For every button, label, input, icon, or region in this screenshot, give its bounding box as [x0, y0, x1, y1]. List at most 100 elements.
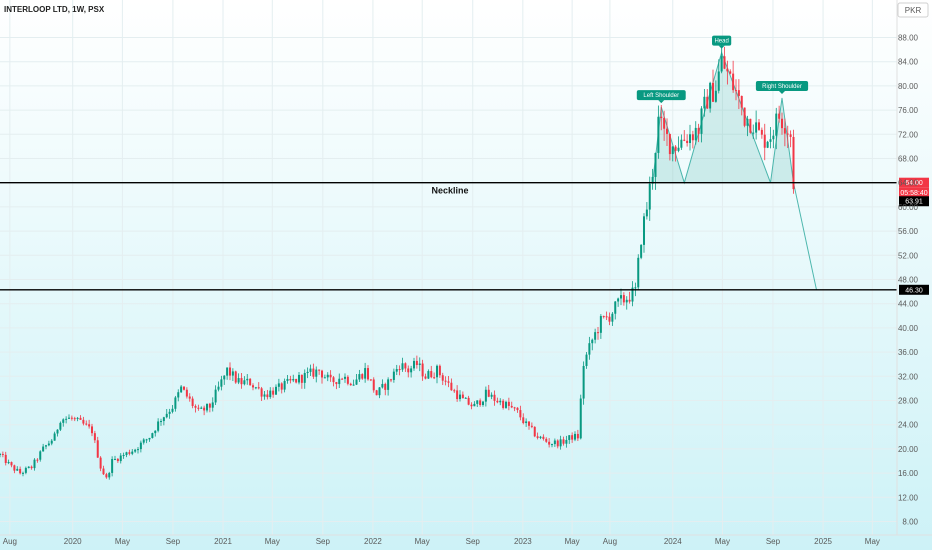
- pattern-outline: [652, 51, 817, 290]
- candle-body: [401, 363, 404, 370]
- candle-body: [487, 389, 490, 397]
- x-tick-label: 2022: [364, 537, 382, 546]
- candle-body: [346, 376, 349, 384]
- candle-body: [372, 379, 375, 391]
- candle-body: [542, 436, 545, 439]
- candle-body: [343, 376, 347, 379]
- candle-body: [642, 216, 646, 245]
- candle-body: [375, 390, 378, 396]
- candle-body: [732, 73, 735, 91]
- candle-body: [677, 147, 680, 151]
- candle-body: [565, 439, 568, 444]
- candle-body: [490, 394, 493, 397]
- candle-body: [56, 429, 59, 434]
- candle-body: [645, 209, 648, 217]
- candle-body: [550, 444, 554, 446]
- y-tick-label: 8.00: [902, 518, 918, 527]
- x-tick-label: Sep: [316, 537, 331, 546]
- candle-body: [125, 452, 128, 456]
- x-tick-label: 2024: [664, 537, 682, 546]
- candle-body: [596, 332, 600, 334]
- candle-body: [789, 134, 792, 137]
- pattern-label-pointer: [658, 100, 665, 104]
- candle-body: [553, 440, 556, 445]
- candle-body: [208, 403, 211, 408]
- x-tick-label: 2020: [64, 537, 82, 546]
- candle-body: [33, 459, 36, 469]
- candle-body: [700, 108, 703, 134]
- candle-body: [568, 435, 571, 440]
- x-tick-label: Aug: [603, 537, 617, 546]
- candle-body: [254, 387, 257, 389]
- candle-body: [783, 128, 786, 134]
- candle-body: [674, 146, 677, 151]
- candle-body: [128, 452, 131, 454]
- candle-body: [424, 376, 427, 379]
- y-tick-label: 68.00: [898, 155, 919, 164]
- candle-body: [249, 378, 252, 386]
- candle-body: [251, 385, 255, 388]
- candle-body: [585, 354, 588, 366]
- candle-body: [102, 468, 105, 475]
- candle-body: [358, 374, 361, 380]
- y-tick-label: 48.00: [898, 276, 919, 285]
- currency-badge[interactable]: PKR: [905, 6, 922, 15]
- pattern-label-box: [712, 35, 732, 46]
- candle-body: [510, 405, 513, 408]
- pattern-labels: Left Shoulder Head Right Shoulder: [636, 35, 809, 104]
- candle-body: [151, 433, 154, 438]
- candle-body: [504, 401, 508, 408]
- candle-body: [295, 379, 298, 383]
- candle-body: [746, 118, 749, 126]
- candle-body: [1, 453, 4, 455]
- candle-body: [461, 394, 464, 399]
- candle-body: [47, 443, 50, 446]
- candle-body: [378, 387, 381, 396]
- candle-body: [625, 299, 628, 303]
- candle-body: [559, 439, 562, 447]
- pattern-label-pointer: [718, 45, 725, 49]
- candle-body: [136, 449, 140, 451]
- candle-body: [749, 118, 752, 133]
- currency-badge-box[interactable]: [897, 2, 929, 18]
- candle-body: [622, 295, 625, 303]
- level-price-tag: [899, 284, 929, 295]
- candle-body: [243, 380, 246, 385]
- candle-body: [421, 363, 424, 377]
- candle-body: [430, 371, 433, 378]
- candle-body: [766, 141, 769, 148]
- candle-body: [105, 474, 108, 478]
- candle-body: [312, 368, 315, 377]
- candle-body: [617, 298, 620, 302]
- candle-body: [309, 368, 312, 372]
- pattern-label-pointer: [779, 91, 785, 94]
- candle-body: [792, 136, 795, 190]
- x-tick-label: 2021: [214, 537, 232, 546]
- candle-body: [637, 257, 640, 288]
- pattern-label-box: [755, 81, 809, 91]
- candle-body: [496, 400, 499, 403]
- candle-body: [205, 403, 209, 411]
- candle-body: [13, 465, 16, 471]
- candle-body: [352, 384, 355, 386]
- candle-body: [387, 379, 390, 390]
- candle-body: [113, 458, 117, 460]
- candle-body: [329, 374, 332, 378]
- candle-body: [119, 455, 122, 462]
- candle-body: [318, 369, 321, 371]
- candle-body: [286, 378, 289, 381]
- candle-body: [263, 394, 266, 397]
- pattern-layer: [652, 51, 817, 290]
- candle-body: [177, 392, 180, 398]
- candle-body: [93, 433, 96, 441]
- candle-body: [709, 82, 712, 109]
- x-tick-label: Sep: [166, 537, 181, 546]
- candle-body: [139, 442, 142, 450]
- candle-body: [591, 339, 594, 344]
- candle-body: [134, 449, 137, 452]
- candle-body: [410, 368, 413, 373]
